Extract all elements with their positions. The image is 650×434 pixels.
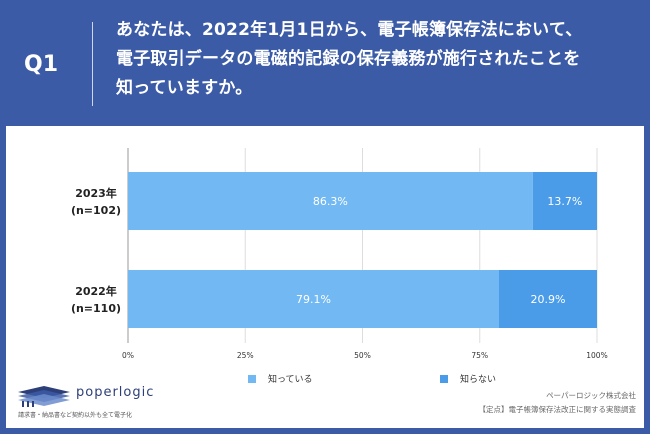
legend-swatch-unknown (440, 374, 448, 383)
credit-survey: 【定点】電子帳簿保存法改正に関する実態調査 (478, 405, 637, 414)
question-line: 知っていますか。 (116, 78, 253, 98)
brand-name: poperlogic (76, 385, 155, 400)
x-tick-label: 25% (237, 351, 254, 360)
data-label: 13.7% (547, 195, 582, 208)
paperlogic-logo: poperlogic 請求書・納品書など契約以外も全て電子化 (14, 382, 164, 426)
category-label: 2022年 (75, 284, 117, 298)
question-label: Q1 (24, 52, 59, 77)
category-label: (n=102) (71, 204, 121, 217)
source-credit: ペーパーロジック株式会社 【定点】電子帳簿保存法改正に関する実態調査 (479, 389, 637, 417)
legend-item-unknown: 知らない (440, 372, 496, 385)
legend-label-unknown: 知らない (460, 375, 497, 385)
legend-label-known: 知っている (268, 375, 313, 385)
bar-segment (128, 270, 499, 328)
category-label: (n=110) (71, 302, 121, 315)
x-tick-label: 0% (122, 351, 134, 360)
data-label: 79.1% (296, 293, 331, 306)
header-divider (92, 22, 93, 106)
logo-mark-icon (18, 386, 70, 407)
legend-swatch-known (248, 374, 256, 383)
bar-segment (128, 172, 533, 230)
bar-segment (498, 270, 597, 328)
data-label: 20.9% (531, 293, 566, 306)
legend-item-known: 知っている (248, 372, 313, 385)
credit-company: ペーパーロジック株式会社 (546, 391, 636, 400)
question-line: 電子取引データの電磁的記録の保存義務が施行されたことを (116, 49, 581, 69)
chart-legend: 知っている 知らない (0, 372, 650, 392)
question-text: あなたは、2022年1月1日から、電子帳簿保存法において、 電子取引データの電磁… (116, 16, 641, 103)
question-header: Q1 あなたは、2022年1月1日から、電子帳簿保存法において、 電子取引データ… (0, 0, 650, 122)
x-tick-label: 75% (471, 351, 488, 360)
x-tick-label: 100% (586, 351, 607, 360)
brand-tagline: 請求書・納品書など契約以外も全て電子化 (18, 412, 133, 419)
category-label: 2023年 (75, 186, 117, 200)
question-line: あなたは、2022年1月1日から、電子帳簿保存法において、 (116, 20, 583, 40)
data-label: 86.3% (313, 195, 348, 208)
x-tick-label: 50% (354, 351, 371, 360)
bar-segment (532, 172, 597, 230)
